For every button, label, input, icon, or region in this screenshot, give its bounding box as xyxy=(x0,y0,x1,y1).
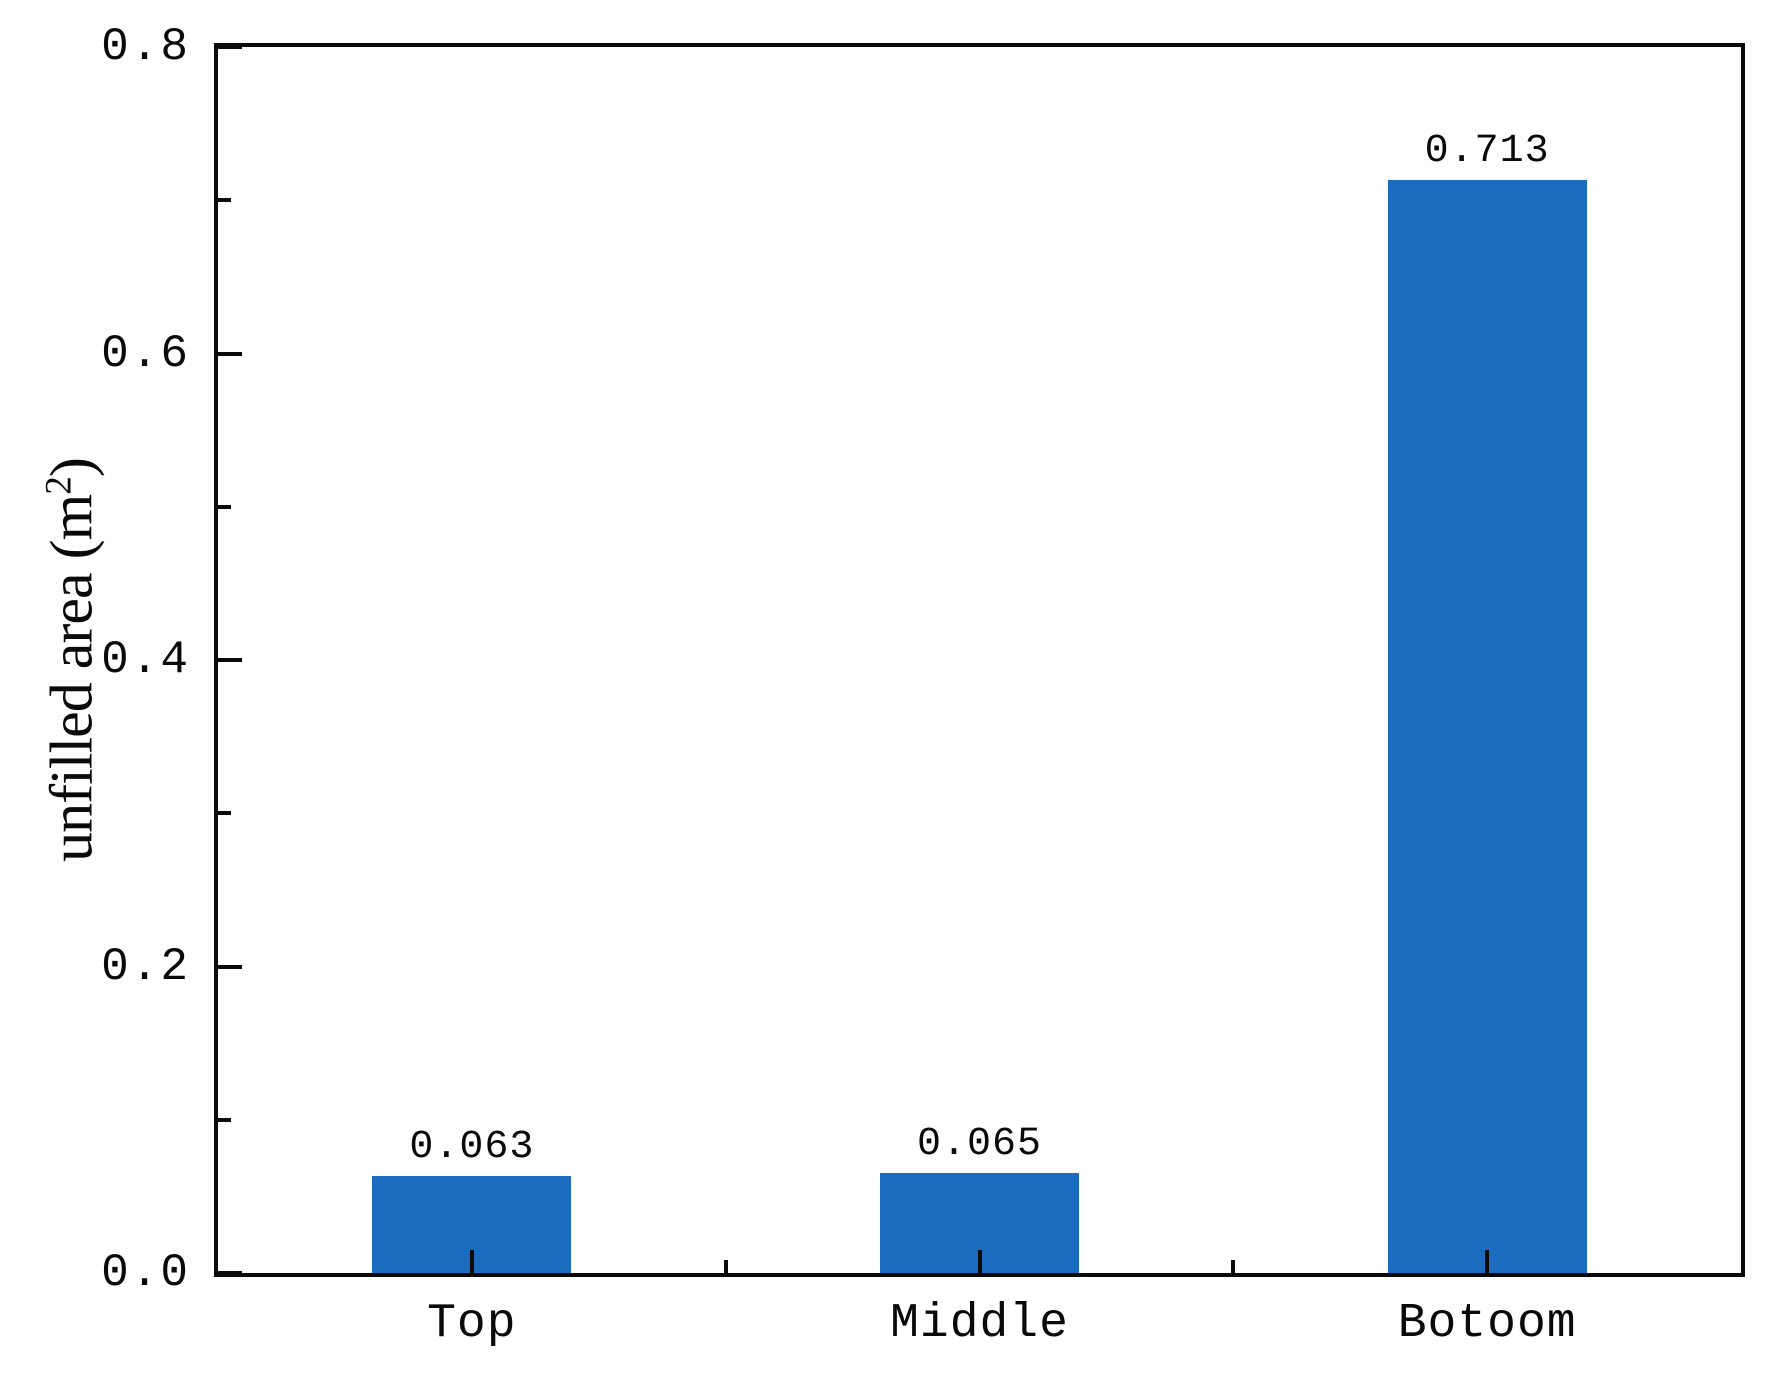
bar-value-label: 0.713 xyxy=(1424,129,1550,175)
x-axis-major-tick xyxy=(1485,1250,1490,1273)
y-axis-tick-label: 0.8 xyxy=(101,21,190,73)
y-axis-minor-tick xyxy=(218,504,231,509)
y-axis-major-tick xyxy=(218,964,242,969)
y-axis-tick-label: 0.4 xyxy=(101,634,190,686)
y-axis-major-tick xyxy=(218,45,242,49)
y-axis-major-tick xyxy=(218,351,242,356)
y-axis-major-tick xyxy=(218,658,242,662)
x-axis-category-label: Botoom xyxy=(1397,1297,1577,1351)
x-axis-category-label: Middle xyxy=(890,1297,1069,1351)
bar-value-label: 0.065 xyxy=(916,1122,1043,1168)
y-axis-minor-tick xyxy=(218,1117,231,1122)
x-axis-minor-tick xyxy=(723,1260,728,1273)
y-axis-tick-label: 0.0 xyxy=(101,1247,190,1299)
y-axis-title-superscript: 2 xyxy=(38,477,80,495)
y-axis-minor-tick xyxy=(218,811,231,816)
x-axis-minor-tick xyxy=(1231,1260,1236,1273)
y-axis-tick-label: 0.2 xyxy=(101,940,190,993)
x-axis-major-tick xyxy=(469,1250,474,1273)
y-axis-title-close-paren: ) xyxy=(38,458,105,478)
x-axis-major-tick xyxy=(977,1250,982,1273)
bar-botoom xyxy=(1387,180,1587,1273)
y-axis-minor-tick xyxy=(218,198,231,203)
y-axis-major-tick xyxy=(218,1271,242,1275)
plot-area: 0.063 0.065 0.713 xyxy=(214,43,1745,1277)
bar-value-label: 0.063 xyxy=(409,1125,535,1171)
y-axis-tick-label: 0.6 xyxy=(101,327,190,380)
x-axis-category-label: Top xyxy=(427,1297,517,1351)
